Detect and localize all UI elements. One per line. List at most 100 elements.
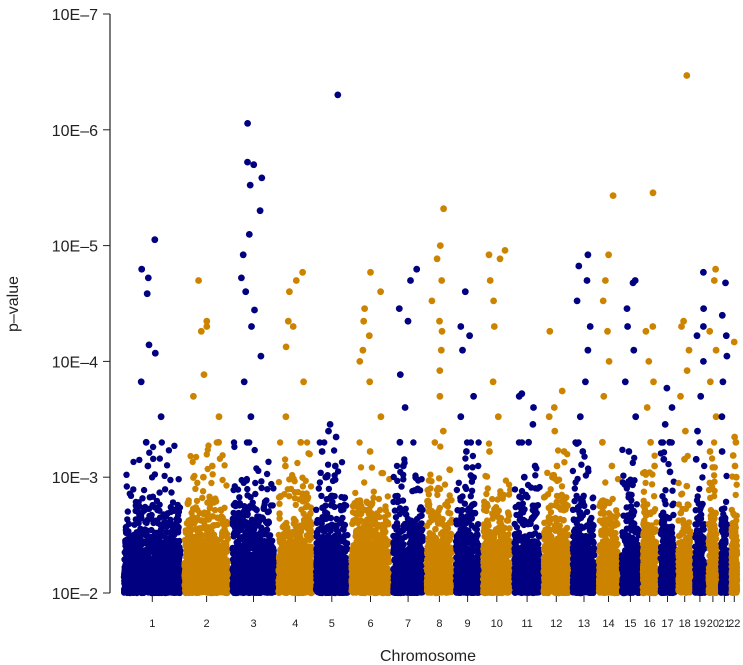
- snp-point: [259, 584, 267, 591]
- snp-point: [190, 505, 197, 512]
- snp-point: [231, 524, 239, 531]
- snp-point: [256, 564, 263, 571]
- snp-point: [322, 524, 330, 532]
- snp-point: [294, 564, 302, 571]
- snp-point: [165, 550, 172, 557]
- snp-point: [234, 580, 241, 587]
- snp-point: [131, 521, 138, 528]
- snp-point: [150, 455, 157, 462]
- snp-point: [122, 547, 129, 554]
- snp-point: [248, 568, 255, 575]
- snp-point: [341, 532, 348, 539]
- snp-point: [156, 489, 163, 496]
- snp-point: [284, 486, 291, 493]
- top-hit-point: [142, 438, 150, 446]
- snp-point: [190, 578, 198, 585]
- top-hit-point: [151, 236, 159, 244]
- top-hit-point: [289, 323, 297, 330]
- top-hit-point: [138, 265, 146, 273]
- snp-point: [156, 514, 164, 521]
- snp-point: [122, 529, 130, 536]
- snp-point: [203, 451, 210, 458]
- snp-point: [167, 476, 174, 484]
- snp-point: [295, 528, 303, 536]
- top-hit-point: [197, 327, 205, 335]
- snp-point: [128, 564, 135, 572]
- top-hit-point: [239, 251, 247, 259]
- snp-point: [291, 575, 299, 583]
- snp-point: [124, 508, 131, 515]
- snp-point: [250, 551, 258, 558]
- snp-point: [252, 479, 259, 487]
- snp-point: [223, 482, 230, 489]
- top-hit-point: [144, 462, 152, 470]
- snp-point: [276, 439, 284, 446]
- top-hit-point: [242, 288, 250, 296]
- snp-point: [201, 509, 208, 516]
- snp-point: [232, 502, 239, 510]
- snp-point: [186, 545, 193, 552]
- snp-point: [265, 563, 272, 571]
- snp-point: [276, 536, 283, 543]
- snp-point: [197, 530, 204, 538]
- snp-point: [216, 455, 224, 462]
- snp-point: [236, 518, 243, 526]
- snp-point: [270, 485, 277, 492]
- snp-point: [192, 453, 200, 461]
- snp-point: [158, 439, 165, 446]
- snp-point: [275, 569, 283, 576]
- snp-point: [258, 484, 265, 492]
- snp-point: [303, 496, 310, 504]
- top-hit-point: [157, 413, 165, 421]
- snp-point: [339, 514, 346, 522]
- snp-point: [230, 533, 237, 540]
- snp-point: [221, 462, 228, 469]
- snp-point: [126, 540, 133, 547]
- snp-point: [154, 534, 161, 541]
- snp-point: [123, 483, 130, 490]
- snp-point: [231, 571, 239, 578]
- top-hit-point: [282, 343, 290, 351]
- snp-point: [135, 499, 142, 506]
- snp-point: [206, 493, 213, 500]
- snp-point: [301, 516, 309, 524]
- snp-point: [275, 494, 283, 501]
- snp-point: [211, 558, 219, 565]
- snp-point: [209, 471, 216, 478]
- snp-point: [247, 494, 254, 501]
- snp-point: [183, 538, 191, 545]
- top-hit-point: [256, 207, 264, 215]
- snp-point: [285, 579, 293, 587]
- snp-point: [187, 551, 194, 558]
- snp-point: [136, 456, 143, 464]
- snp-point: [300, 560, 307, 568]
- snp-point: [147, 561, 154, 569]
- snp-point: [290, 475, 297, 482]
- snp-point: [167, 581, 174, 588]
- snp-point: [199, 541, 207, 548]
- top-hit-point: [200, 371, 208, 378]
- snp-point: [236, 542, 243, 550]
- snp-point: [165, 447, 173, 454]
- top-hit-point: [248, 323, 255, 330]
- snp-point: [207, 551, 214, 558]
- snp-point: [328, 501, 335, 509]
- snp-point: [217, 506, 224, 513]
- snp-point: [140, 486, 148, 494]
- snp-point: [127, 492, 135, 499]
- snp-point: [125, 586, 132, 593]
- snp-point: [268, 577, 275, 584]
- snp-point: [239, 569, 246, 576]
- snp-point: [295, 589, 302, 597]
- snp-point: [306, 524, 313, 532]
- snp-point: [182, 581, 189, 588]
- snp-point: [320, 504, 327, 511]
- top-hit-point: [215, 413, 223, 421]
- snp-point: [253, 506, 260, 514]
- snp-point: [299, 483, 307, 490]
- top-hit-point: [195, 277, 203, 284]
- chromosome-5-points: [312, 91, 351, 597]
- snp-point: [207, 544, 215, 551]
- snp-point: [298, 550, 305, 557]
- snp-point: [174, 563, 181, 570]
